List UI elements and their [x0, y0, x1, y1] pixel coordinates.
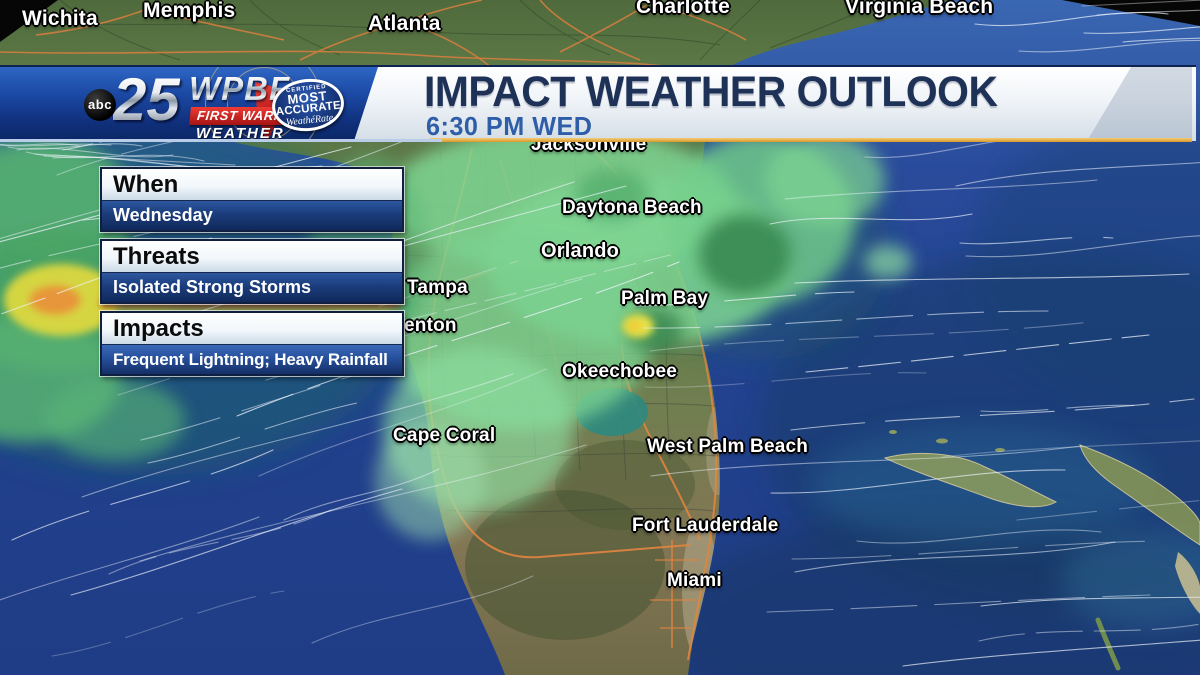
city-label-tampa: Tampa	[407, 277, 468, 298]
abc-network-icon: abc	[84, 89, 116, 121]
city-label-daytona-beach: Daytona Beach	[562, 197, 702, 218]
blue-accent-line	[0, 139, 442, 142]
city-label-cape-coral: Cape Coral	[393, 425, 496, 446]
panel-impacts-label: Impacts	[102, 313, 402, 345]
city-label-virginia-beach: Virginia Beach	[845, 0, 994, 18]
channel-number: 25	[113, 67, 180, 133]
city-label-okeechobee: Okeechobee	[562, 361, 677, 382]
city-label-wichita: Wichita	[22, 7, 98, 30]
city-label-palm-bay: Palm Bay	[621, 288, 709, 309]
panel-impacts-value: Frequent Lightning; Heavy Rainfall	[102, 345, 402, 374]
panel-threats: Threats Isolated Strong Storms	[100, 239, 404, 304]
station-tagline2: WEATHER	[196, 125, 285, 141]
gold-accent-line	[430, 138, 1192, 142]
city-label-miami: Miami	[667, 570, 722, 591]
city-label-charlotte: Charlotte	[636, 0, 730, 18]
forecast-time: 6:30 PM WED	[426, 111, 593, 141]
panel-when-value: Wednesday	[102, 201, 402, 230]
station-logo: abc 25 WPBF FIRST WARNING WEATHER CERTIF…	[0, 67, 380, 141]
panel-impacts: Impacts Frequent Lightning; Heavy Rainfa…	[100, 311, 404, 376]
city-label-bradenton-partial: enton	[404, 315, 457, 336]
panel-when: When Wednesday	[100, 167, 404, 232]
bahamas-islands	[883, 430, 1200, 671]
city-label-west-palm-beach: West Palm Beach	[647, 436, 809, 457]
page-title: IMPACT WEATHER OUTLOOK	[424, 68, 998, 116]
city-label-atlanta: Atlanta	[368, 12, 441, 35]
header-banner: abc 25 WPBF FIRST WARNING WEATHER CERTIF…	[0, 65, 1196, 142]
city-label-memphis: Memphis	[143, 0, 236, 22]
panel-threats-value: Isolated Strong Storms	[102, 273, 402, 302]
roads-southeast	[0, 0, 747, 73]
panel-threats-label: Threats	[102, 241, 402, 273]
panel-when-label: When	[102, 169, 402, 201]
city-label-fort-lauderdale: Fort Lauderdale	[632, 515, 779, 536]
city-label-orlando: Orlando	[541, 240, 620, 262]
